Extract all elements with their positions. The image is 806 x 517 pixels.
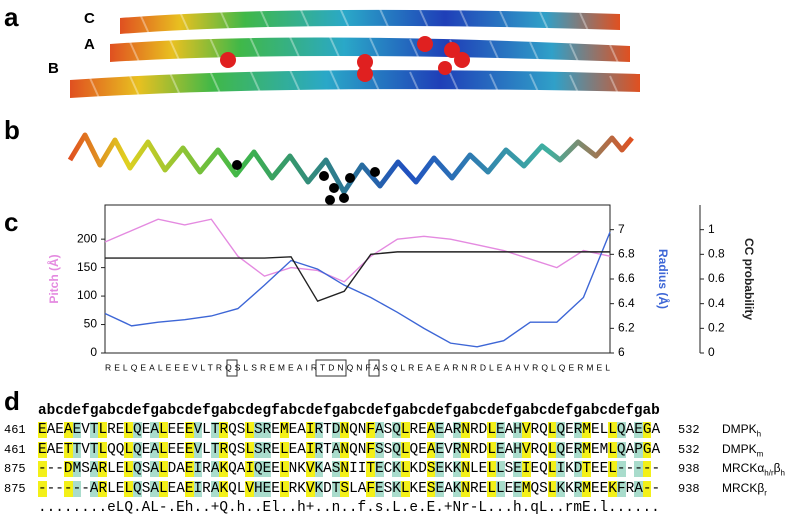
backbone-trace [67, 132, 634, 205]
y-tick-label: 0.4 [708, 296, 725, 310]
chart: 0 50 100 150 200 Pitch (Å) 6 6.2 6.4 6.6 6.8 7 Radiu… [46, 204, 756, 372]
panel-label: b [4, 115, 20, 145]
y-tick-label: 7 [618, 222, 625, 236]
y-tick-label: 50 [84, 317, 98, 331]
y-tick-label: 0 [708, 345, 715, 359]
seq-end: 532 [678, 442, 700, 457]
seq-end: 938 [678, 481, 700, 496]
y-tick-label: 0.2 [708, 321, 725, 335]
chain-label: B [48, 60, 59, 77]
protein-name: MRCKβr [722, 481, 767, 497]
panel-label: d [4, 386, 20, 416]
y-tick-label: 6.2 [618, 321, 635, 335]
y-tick-label: 6.8 [618, 247, 635, 261]
y-tick-label: 0.8 [708, 247, 725, 261]
axis-title: Pitch (Å) [46, 254, 61, 303]
name-subscript: h [756, 429, 762, 439]
y-tick-label: 1 [708, 222, 715, 236]
chain-label: A [84, 36, 95, 53]
helix-structure [70, 7, 640, 101]
panel-label: a [4, 2, 19, 32]
name-subscript: r [764, 487, 767, 497]
heptad: abcdefgabcdefgabcdefgabcdegfabcdefgabcde… [38, 403, 660, 419]
seq-start: 875 [4, 462, 26, 476]
name-text: MRCKα [722, 461, 765, 475]
name-text: MRCKβ [722, 480, 765, 495]
seq-start: 461 [4, 442, 26, 457]
name-text: β [773, 461, 781, 475]
seq-start: 461 [4, 423, 26, 437]
sequence: ---DMSARLELQSALDAEIRAKQAIQEELNKVKASNIITE… [38, 461, 661, 477]
data-line [105, 251, 610, 303]
y-tick-label: 0.6 [708, 271, 725, 285]
seq-end: 938 [678, 462, 700, 476]
plot-frame [104, 204, 611, 354]
protein-name: MRCKαh/rβh [722, 461, 785, 477]
seq-end: 532 [678, 423, 700, 437]
data-line [104, 218, 611, 283]
consensus: ........eLQ.AL-.Eh..+Q.h..El..h+..n..f.s… [38, 500, 660, 516]
residue-boxes [226, 359, 380, 377]
sequence: EAETTVTLQQLQEALEEEVLTRQSLSRELEAIRTANQNFS… [38, 441, 661, 458]
name-subscript: h/r [764, 468, 774, 478]
name-text: DMPK [722, 422, 757, 436]
name-subscript: h [780, 468, 785, 478]
name-subscript: m [756, 448, 764, 458]
chain-label: C [84, 10, 95, 27]
y-tick-label: 150 [77, 260, 97, 274]
sequence: ------ARLELQSALEAEIRAKQLVHEELRKVKDTSLAFE… [38, 480, 661, 497]
panel-label: c [4, 207, 19, 237]
y-tick-label: 200 [77, 231, 97, 245]
axis-title: CC probability [742, 238, 756, 320]
protein-name: DMPKh [722, 422, 761, 438]
axis-title: Radius (Å) [656, 249, 671, 309]
data-line [104, 231, 611, 348]
name-text: DMPK [722, 441, 757, 456]
y-tick-label: 6 [618, 345, 625, 359]
seq-start: 875 [4, 481, 26, 496]
y-tick-label: 0 [90, 345, 97, 359]
x-axis-sequence: RELQEALEEEVLTRQSLSREMEAIRTDNQNFASQLREAEA… [105, 362, 610, 372]
sequence: EAEAEVTLRELQEALEEEVLTRQSLSREMEAIRTDNQNFA… [38, 422, 661, 438]
y-tick-label: 6.6 [618, 271, 635, 285]
protein-name: DMPKm [722, 442, 763, 458]
y-tick-label: 100 [77, 288, 97, 302]
y-tick-label: 6.4 [618, 296, 635, 310]
